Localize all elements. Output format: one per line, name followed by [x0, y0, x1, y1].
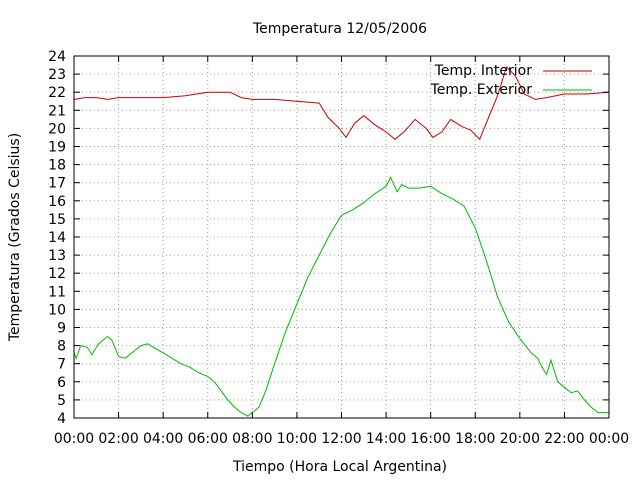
- y-tick-label: 21: [48, 103, 66, 119]
- y-tick-label: 7: [57, 357, 66, 373]
- x-tick-label: 20:00: [500, 431, 540, 447]
- y-tick-label: 24: [48, 49, 66, 65]
- y-tick-label: 11: [48, 284, 66, 300]
- y-tick-label: 19: [48, 140, 66, 156]
- series-line-exterior: [73, 176, 609, 417]
- y-tick-label: 4: [57, 411, 66, 427]
- y-tick-label: 9: [57, 321, 66, 337]
- chart-title: Temperatura 12/05/2006: [252, 21, 427, 37]
- legend: Temp. Interior Temp. Exterior: [430, 63, 592, 98]
- tick-layer: 4 5 6 7 8 9 10 11 12 13 14 15 16 17 18 19 20 21 22 23 24 00:0…: [48, 49, 629, 447]
- y-tick-label: 15: [48, 212, 66, 228]
- y-tick-label: 20: [48, 121, 66, 137]
- x-tick-label: 08:00: [232, 431, 272, 447]
- y-tick-label: 18: [48, 158, 66, 174]
- y-tick-label: 5: [57, 393, 66, 409]
- x-tick-label: 04:00: [143, 431, 183, 447]
- y-axis-label: Temperatura (Grados Celsius): [7, 133, 23, 342]
- y-tick-label: 17: [48, 176, 66, 192]
- y-tick-label: 23: [48, 67, 66, 83]
- series-layer: [73, 65, 610, 417]
- y-tick-label: 14: [48, 230, 66, 246]
- y-tick-label: 10: [48, 302, 66, 318]
- x-tick-label: 00:00: [589, 431, 629, 447]
- x-tick-label: 10:00: [277, 431, 317, 447]
- legend-label-exterior: Temp. Exterior: [430, 82, 533, 98]
- x-tick-label: 16:00: [410, 431, 450, 447]
- x-tick-label: 06:00: [188, 431, 228, 447]
- x-tick-label: 18:00: [455, 431, 495, 447]
- y-tick-label: 16: [48, 194, 66, 210]
- x-tick-label: 14:00: [366, 431, 406, 447]
- x-tick-label: 12:00: [321, 431, 361, 447]
- y-tick-label: 6: [57, 375, 66, 391]
- x-axis-label: Tiempo (Hora Local Argentina): [232, 459, 447, 475]
- series-line-interior: [73, 65, 610, 141]
- x-tick-label: 22:00: [544, 431, 584, 447]
- y-tick-label: 12: [48, 266, 66, 282]
- x-tick-label: 02:00: [98, 431, 138, 447]
- x-tick-label: 00:00: [54, 431, 94, 447]
- y-tick-label: 13: [48, 248, 66, 264]
- y-tick-label: 22: [48, 85, 66, 101]
- legend-label-interior: Temp. Interior: [434, 63, 533, 79]
- grid-layer: [74, 56, 609, 418]
- y-tick-label: 8: [57, 339, 66, 355]
